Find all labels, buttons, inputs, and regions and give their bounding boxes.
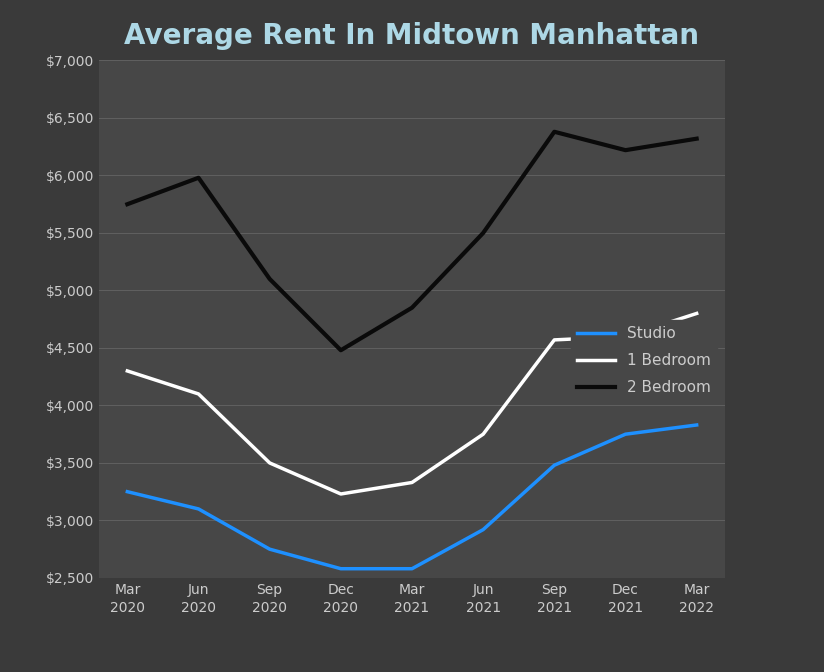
Title: Average Rent In Midtown Manhattan: Average Rent In Midtown Manhattan: [124, 22, 700, 50]
Legend: Studio, 1 Bedroom, 2 Bedroom: Studio, 1 Bedroom, 2 Bedroom: [571, 320, 718, 401]
